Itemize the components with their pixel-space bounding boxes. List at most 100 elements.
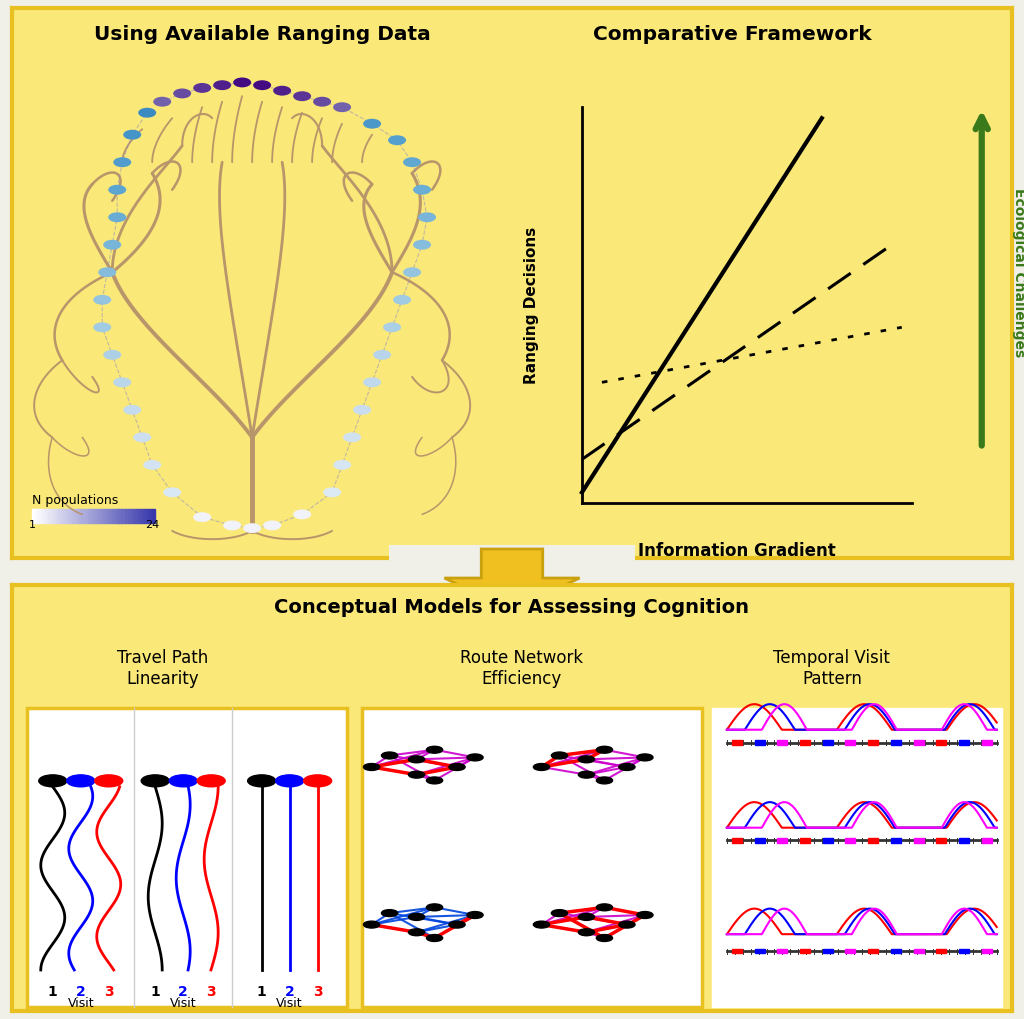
Circle shape [618, 921, 635, 928]
Circle shape [141, 774, 169, 787]
Circle shape [596, 934, 612, 942]
Bar [113, 508, 116, 523]
Circle shape [618, 763, 635, 770]
Bar [140, 508, 143, 523]
Circle shape [343, 432, 361, 442]
Circle shape [426, 934, 442, 942]
Circle shape [364, 921, 380, 928]
Text: 1: 1 [257, 984, 266, 999]
Circle shape [364, 377, 381, 387]
Bar [51, 508, 54, 523]
Circle shape [114, 377, 131, 387]
Circle shape [579, 771, 595, 779]
Circle shape [263, 521, 282, 530]
Circle shape [579, 928, 595, 935]
Circle shape [154, 97, 171, 107]
Bar [936, 839, 946, 843]
Bar [97, 508, 100, 523]
Bar [913, 741, 924, 745]
Bar [128, 508, 131, 523]
Text: Information Gradient: Information Gradient [638, 542, 836, 559]
Bar [822, 839, 833, 843]
Text: 3: 3 [312, 984, 323, 999]
Text: Visit: Visit [276, 997, 303, 1010]
Bar [143, 508, 146, 523]
Bar [913, 949, 924, 954]
Text: 2: 2 [178, 984, 188, 999]
Text: Temporal Visit
Pattern: Temporal Visit Pattern [773, 649, 890, 688]
Bar [76, 508, 79, 523]
Bar [91, 508, 94, 523]
Text: Visit: Visit [170, 997, 197, 1010]
Bar [119, 508, 122, 523]
Bar [777, 741, 787, 745]
Circle shape [596, 904, 612, 911]
Bar [913, 839, 924, 843]
Circle shape [383, 322, 401, 332]
Circle shape [449, 763, 465, 770]
Bar [28, 708, 347, 1007]
Circle shape [449, 921, 465, 928]
Circle shape [194, 513, 211, 522]
Circle shape [275, 774, 304, 787]
Circle shape [93, 294, 112, 305]
Circle shape [253, 81, 271, 90]
Circle shape [163, 487, 181, 497]
Bar [48, 508, 51, 523]
Bar [800, 741, 810, 745]
Bar [85, 508, 88, 523]
Circle shape [273, 86, 291, 96]
Circle shape [95, 774, 123, 787]
Bar [54, 508, 57, 523]
Circle shape [103, 239, 121, 250]
Circle shape [67, 774, 95, 787]
Circle shape [39, 774, 67, 787]
Circle shape [233, 77, 251, 88]
Circle shape [596, 746, 612, 753]
Bar [100, 508, 103, 523]
Bar [777, 839, 787, 843]
Circle shape [596, 776, 612, 784]
Bar [755, 949, 765, 954]
Circle shape [551, 910, 567, 916]
Circle shape [133, 432, 152, 442]
Bar [116, 508, 119, 523]
Text: 1: 1 [48, 984, 57, 999]
Bar [755, 839, 765, 843]
Circle shape [382, 752, 397, 759]
Text: Comparative Framework: Comparative Framework [593, 24, 871, 44]
Bar [732, 839, 741, 843]
Circle shape [248, 774, 275, 787]
Circle shape [413, 184, 431, 195]
Bar [94, 508, 97, 523]
Bar [125, 508, 128, 523]
Text: N populations: N populations [33, 494, 119, 507]
Bar [28, 708, 347, 1007]
Bar [732, 949, 741, 954]
Circle shape [403, 267, 421, 277]
Bar [122, 508, 125, 523]
Circle shape [426, 746, 442, 753]
Bar [936, 741, 946, 745]
FancyArrow shape [444, 549, 580, 610]
Text: 1: 1 [151, 984, 160, 999]
Bar [936, 949, 946, 954]
Circle shape [223, 521, 242, 530]
Bar [137, 508, 140, 523]
Bar [88, 508, 91, 523]
Bar [800, 949, 810, 954]
Bar [868, 839, 879, 843]
Text: 2: 2 [285, 984, 295, 999]
Bar [982, 949, 991, 954]
Bar [959, 839, 969, 843]
Circle shape [409, 913, 425, 920]
Circle shape [353, 405, 371, 415]
Circle shape [637, 754, 653, 761]
Bar [846, 949, 855, 954]
Text: Ranging Decisions: Ranging Decisions [524, 226, 540, 384]
Text: Ecological Challenges: Ecological Challenges [1012, 187, 1024, 357]
Bar [63, 508, 67, 523]
Text: 2: 2 [76, 984, 86, 999]
Circle shape [467, 912, 483, 918]
Text: 24: 24 [145, 520, 160, 530]
